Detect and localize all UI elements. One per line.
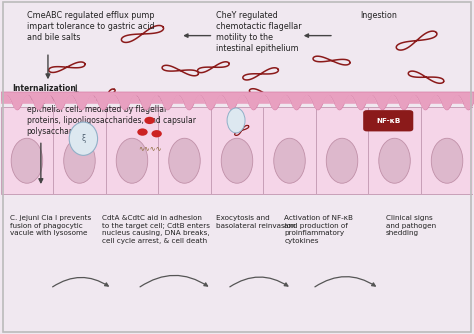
Text: Ingestion: Ingestion xyxy=(360,11,397,20)
Bar xyxy=(158,107,211,194)
Bar xyxy=(368,107,421,194)
Bar xyxy=(263,107,316,194)
Text: CheY regulated
chemotactic flagellar
motility to the
intestinal epithelium: CheY regulated chemotactic flagellar mot… xyxy=(216,11,301,53)
Text: Adhesion of C. jejuni to the intestinal
epithelial cells mediated by flagellar
p: Adhesion of C. jejuni to the intestinal … xyxy=(27,94,196,136)
Ellipse shape xyxy=(64,138,95,183)
Bar xyxy=(0,1,474,107)
Text: NF-κB: NF-κB xyxy=(376,118,401,124)
Circle shape xyxy=(137,128,148,136)
Text: Internalization
of C. jejuni: Internalization of C. jejuni xyxy=(12,84,76,104)
Text: CmeABC regulated efflux pump
impart tolerance to gastric acid
and bile salts: CmeABC regulated efflux pump impart tole… xyxy=(27,11,155,42)
Bar xyxy=(316,107,368,194)
Ellipse shape xyxy=(221,138,253,183)
Text: ξ: ξ xyxy=(81,134,85,143)
Text: C. jejuni Cia I prevents
fusion of phagocytic
vacule with lysosome: C. jejuni Cia I prevents fusion of phago… xyxy=(10,215,91,236)
Ellipse shape xyxy=(169,138,200,183)
Ellipse shape xyxy=(69,122,98,155)
Bar xyxy=(106,107,158,194)
Text: Activation of NF-κB
and production of
proinflammatory
cytokines: Activation of NF-κB and production of pr… xyxy=(284,215,353,244)
Text: Exocytosis and
basolateral reinvasion: Exocytosis and basolateral reinvasion xyxy=(216,215,295,229)
Text: ∿∿∿∿: ∿∿∿∿ xyxy=(138,146,161,152)
Ellipse shape xyxy=(11,138,43,183)
Bar xyxy=(0,194,474,333)
Circle shape xyxy=(145,117,155,124)
Bar xyxy=(0,107,53,194)
FancyBboxPatch shape xyxy=(363,110,413,131)
Text: CdtA &CdtC aid in adhesion
to the target cell; CdtB enters
nucleus causing, DNA : CdtA &CdtC aid in adhesion to the target… xyxy=(102,215,210,244)
Ellipse shape xyxy=(227,108,245,133)
Ellipse shape xyxy=(379,138,410,183)
Bar xyxy=(211,107,263,194)
Bar xyxy=(421,107,474,194)
Ellipse shape xyxy=(431,138,463,183)
Bar xyxy=(53,107,106,194)
Ellipse shape xyxy=(326,138,358,183)
Circle shape xyxy=(152,130,162,137)
Ellipse shape xyxy=(116,138,148,183)
Text: Clinical signs
and pathogen
shedding: Clinical signs and pathogen shedding xyxy=(386,215,436,236)
Ellipse shape xyxy=(274,138,305,183)
